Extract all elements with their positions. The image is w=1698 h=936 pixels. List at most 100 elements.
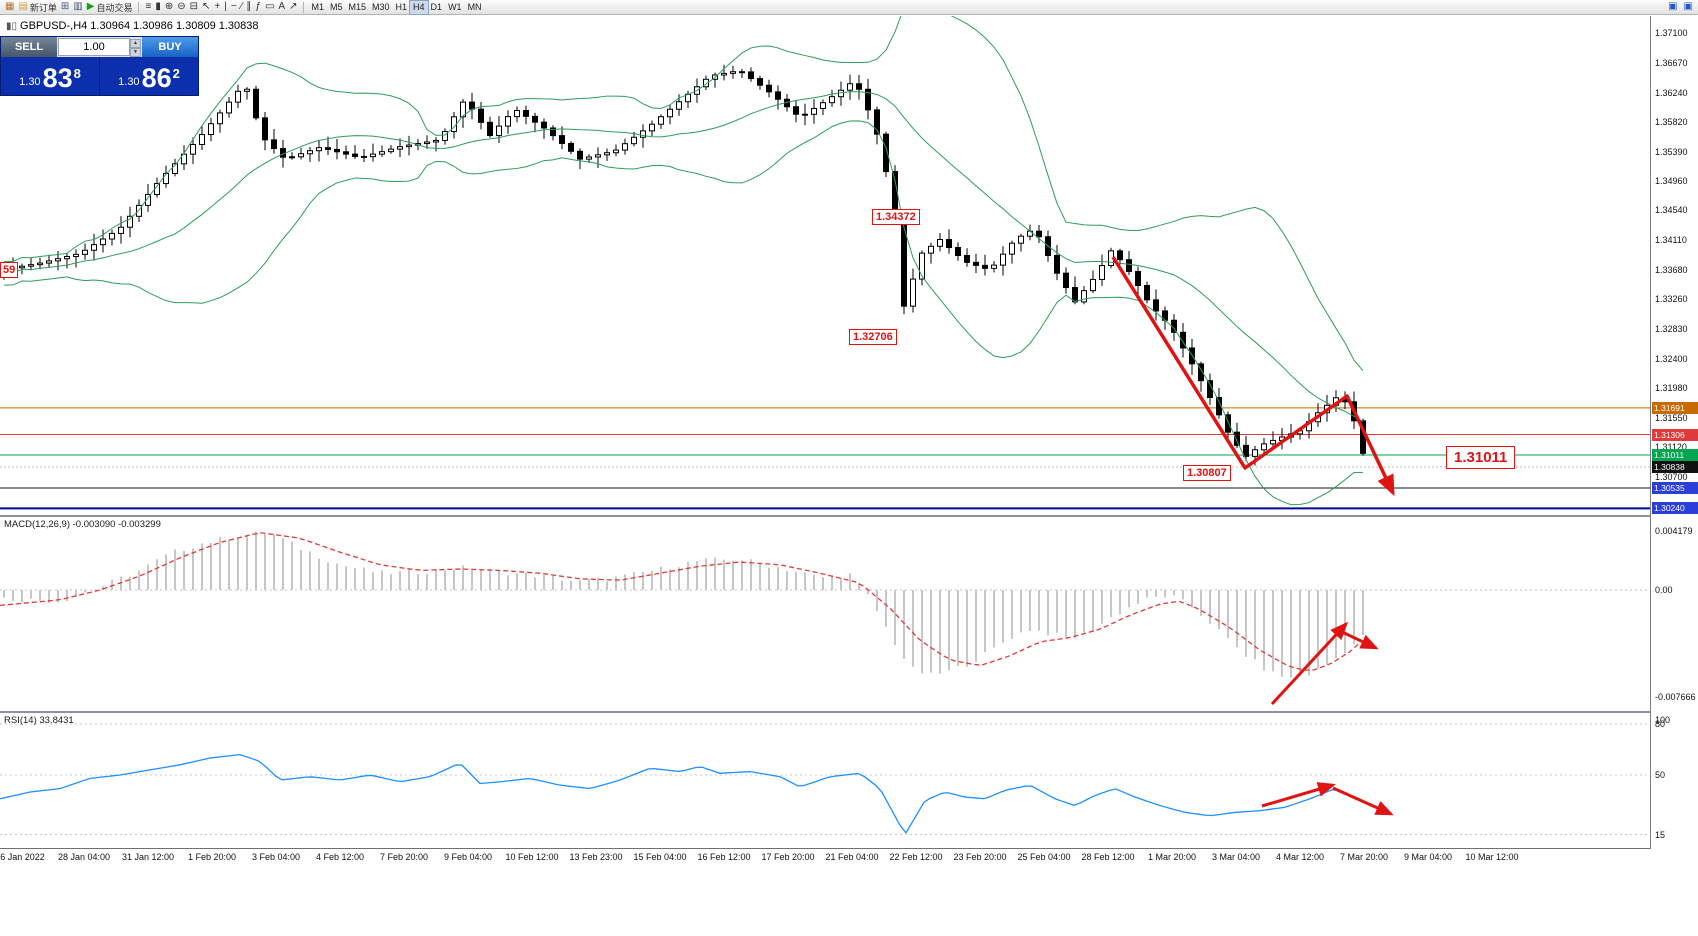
zoom-in-icon: ⊕ xyxy=(164,1,174,12)
time-label: 16 Feb 12:00 xyxy=(697,852,751,862)
price-tick: 1.35820 xyxy=(1655,116,1688,127)
time-label: 15 Feb 04:00 xyxy=(633,852,687,862)
volume-up-button[interactable]: ▲ xyxy=(130,39,141,48)
timeframe-w1-button[interactable]: W1 xyxy=(448,1,462,12)
profiles-button[interactable]: ▥ xyxy=(71,1,84,14)
auto-trading-button[interactable]: ▶ 自动交易 xyxy=(85,1,135,14)
channel-button[interactable]: ∥ xyxy=(244,1,253,14)
time-label: 26 Jan 2022 xyxy=(0,852,45,862)
new-order-button[interactable]: ▤ 新订单 xyxy=(16,1,58,14)
shapes-button[interactable]: ▭ xyxy=(263,1,276,14)
time-label: 9 Mar 04:00 xyxy=(1403,852,1453,862)
price-tick: 1.37100 xyxy=(1655,28,1688,38)
crosshair-button[interactable]: + xyxy=(212,1,222,14)
trend-arrows[interactable] xyxy=(1270,621,1379,706)
buy-price-big-digits: 86 xyxy=(141,63,172,93)
panel-separator[interactable] xyxy=(0,711,1698,713)
fibonacci-icon: ƒ xyxy=(255,1,261,12)
cursor-button[interactable]: ↖ xyxy=(200,1,212,14)
macd-panel-canvas[interactable] xyxy=(0,517,1650,711)
zoom-out-button[interactable]: ⊖ xyxy=(175,1,187,14)
sell-price-pip-digit: 8 xyxy=(73,66,81,81)
big-price-callout[interactable]: 1.31011 xyxy=(1446,446,1516,469)
rsi-line xyxy=(0,753,1363,834)
toolbar-separator xyxy=(138,1,140,13)
timeframe-toolbar: M1 M5 M15 M30 H1 H4 D1 W1 MN xyxy=(308,0,484,15)
buy-price-pip-digit: 2 xyxy=(172,66,180,81)
time-label: 17 Feb 20:00 xyxy=(761,852,815,862)
time-label: 7 Mar 20:00 xyxy=(1339,852,1389,862)
trend-arrows[interactable] xyxy=(1261,782,1394,816)
rsi-axis-label: 100 xyxy=(1655,715,1671,725)
trendline-button[interactable]: ∕ xyxy=(239,1,245,14)
timeframe-d1-button[interactable]: D1 xyxy=(430,1,443,12)
arrows-button[interactable]: ↗ xyxy=(287,1,299,14)
tile-windows-button[interactable]: ⊟ xyxy=(188,1,200,14)
bollinger-bands xyxy=(3,16,1364,506)
panel-separator[interactable] xyxy=(0,515,1698,517)
zoom-in-button[interactable]: ⊕ xyxy=(163,1,175,14)
price-marker: 1.30535 xyxy=(1652,481,1698,494)
timeframe-h4-button[interactable]: H4 xyxy=(409,0,429,15)
timeframe-mn-button[interactable]: MN xyxy=(467,1,482,12)
sell-button[interactable]: SELL xyxy=(1,37,57,57)
price-tick: 1.35390 xyxy=(1655,146,1688,157)
candlestick-button[interactable]: ▮ xyxy=(153,1,163,14)
sell-price-prefix: 1.30 xyxy=(19,76,41,88)
toolbar-separator xyxy=(303,1,305,13)
price-tick: 1.32830 xyxy=(1655,323,1688,334)
buy-button[interactable]: BUY xyxy=(142,37,198,57)
toolbar-file-group: ▦ ▤ 新订单 ⊞ ▥ ▶ 自动交易 xyxy=(3,1,134,14)
horizontal-line-button[interactable]: − xyxy=(229,1,239,14)
volume-input[interactable] xyxy=(58,38,130,56)
buy-price-display[interactable]: 1.30 86 2 xyxy=(100,57,198,95)
macd-axis-top: 0.004179 xyxy=(1655,526,1693,537)
volume-stepper: ▲ ▼ xyxy=(130,39,141,57)
timeframe-h1-button[interactable]: H1 xyxy=(395,1,408,12)
price-marker: 1.31011 xyxy=(1652,448,1698,461)
chart-windows-button[interactable]: ⊞ xyxy=(59,1,71,14)
timeframe-m1-button[interactable]: M1 xyxy=(311,1,324,12)
macd-axis-bottom: -0.007666 xyxy=(1655,692,1696,703)
one-click-trade-panel: SELL ▲ ▼ BUY 1.30 83 8 1.30 86 2 xyxy=(0,36,199,96)
rsi-panel-canvas[interactable] xyxy=(0,713,1650,848)
text-button[interactable]: A xyxy=(276,1,287,14)
arrows-icon: ↗ xyxy=(289,1,298,12)
time-label: 31 Jan 12:00 xyxy=(121,852,175,862)
fibonacci-button[interactable]: ƒ xyxy=(253,1,263,14)
main-chart-canvas[interactable] xyxy=(0,16,1650,515)
time-label: 10 Mar 12:00 xyxy=(1465,852,1519,862)
new-chart-button[interactable]: ▦ xyxy=(3,1,16,14)
timeframe-m15-button[interactable]: M15 xyxy=(348,1,366,12)
main-toolbar: ▦ ▤ 新订单 ⊞ ▥ ▶ 自动交易 ≡ ▮ ⊕ ⊖ ⊟ ↖ + | − ∕ ∥ ƒ ▭ A ↗ M1 M5 M15 M30 H… xyxy=(0,0,1698,15)
tile-windows-icon: ⊟ xyxy=(189,1,199,12)
sell-price-display[interactable]: 1.30 83 8 xyxy=(1,57,100,95)
crosshair-icon: + xyxy=(214,1,221,12)
chart-ohlc-header: ▮▯ GBPUSD-,H4 1.30964 1.30986 1.30809 1.3… xyxy=(6,20,259,32)
left-partial-callout[interactable]: 59 xyxy=(0,262,19,278)
price-tick: 1.36240 xyxy=(1655,87,1688,98)
time-label: 13 Feb 23:00 xyxy=(569,852,623,862)
price-callout-1[interactable]: 1.34372 xyxy=(872,209,920,225)
new-chart-icon: ▦ xyxy=(5,1,15,12)
price-tick: 1.30700 xyxy=(1655,471,1688,482)
time-label: 1 Mar 20:00 xyxy=(1147,852,1197,862)
sell-price-big-digits: 83 xyxy=(42,63,73,93)
time-label: 28 Feb 12:00 xyxy=(1081,852,1135,862)
vertical-line-button[interactable]: | xyxy=(222,1,229,14)
price-callout-3[interactable]: 1.30807 xyxy=(1183,465,1231,481)
data-window-button[interactable]: ▣ xyxy=(1666,1,1679,14)
timeframe-m5-button[interactable]: M5 xyxy=(329,1,343,12)
horizontal-level-lines[interactable] xyxy=(0,407,1650,510)
timeframe-m30-button[interactable]: M30 xyxy=(372,1,390,12)
toolbar-tools-group: ≡ ▮ ⊕ ⊖ ⊟ ↖ + | − ∕ ∥ ƒ ▭ A ↗ xyxy=(143,1,299,14)
trend-arrows[interactable] xyxy=(1111,256,1395,497)
navigator-button[interactable]: ▣ xyxy=(1682,1,1695,14)
price-marker: 1.30240 xyxy=(1652,502,1698,515)
time-label: 4 Feb 12:00 xyxy=(315,852,365,862)
price-callout-2[interactable]: 1.32706 xyxy=(849,329,897,345)
new-order-button-label: 新订单 xyxy=(29,2,57,13)
time-label: 7 Feb 20:00 xyxy=(379,852,429,862)
bar-chart-button[interactable]: ≡ xyxy=(143,1,153,14)
volume-down-button[interactable]: ▼ xyxy=(130,48,141,57)
